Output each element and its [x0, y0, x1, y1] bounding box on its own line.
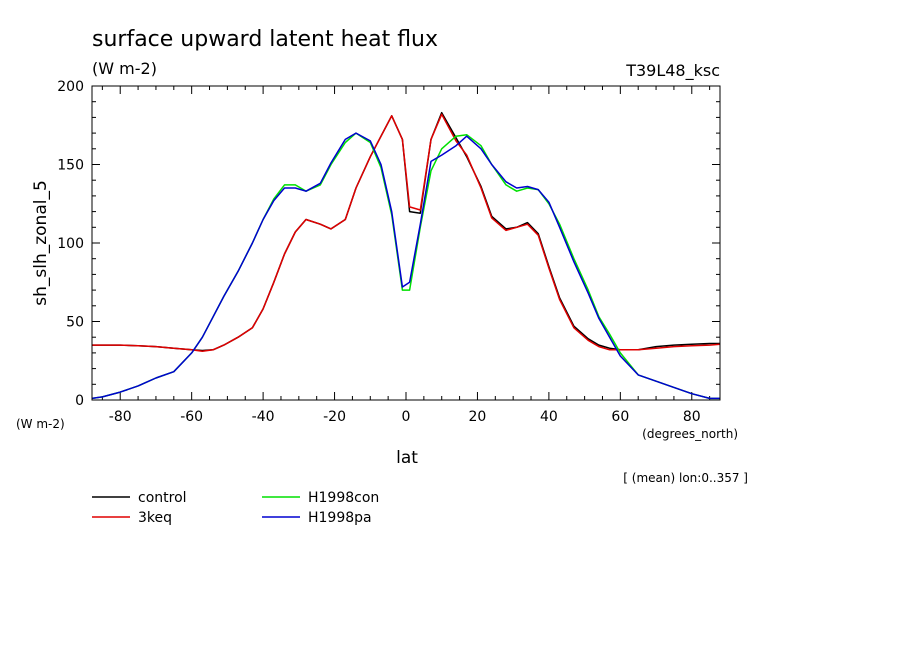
x-axis-units: (degrees_north)	[642, 427, 738, 441]
x-tick-label: 60	[611, 409, 629, 425]
y-axis-units: (W m-2)	[16, 417, 65, 431]
x-tick-label: -40	[252, 409, 275, 425]
legend: control 3keq H1998con H1998pa	[92, 490, 379, 526]
y-axis-label: sh_slh_zonal_5	[31, 180, 51, 306]
x-tick-label: 40	[540, 409, 558, 425]
series-line-control	[92, 111, 720, 352]
x-tick-label: -20	[323, 409, 346, 425]
experiment-label: T39L48_ksc	[625, 61, 720, 81]
x-axis-label: lat	[396, 448, 418, 468]
x-tick-label: -80	[109, 409, 132, 425]
y-tick-label: 0	[75, 393, 84, 409]
legend-label-h1998pa: H1998pa	[308, 510, 372, 526]
chart-units: (W m-2)	[92, 59, 157, 78]
series-lines	[91, 111, 721, 400]
y-tick-label: 200	[57, 79, 84, 95]
chart-title: surface upward latent heat flux	[92, 27, 438, 52]
x-tick-label: -60	[180, 409, 203, 425]
x-tick-label: 20	[469, 409, 487, 425]
plot-frame	[91, 85, 721, 401]
tick-labels: -80 -60 -40 -20 0 20 40 60 80 0 50 100 150 200	[57, 79, 700, 425]
y-tick-label: 150	[57, 158, 84, 174]
averaging-note: [ (mean) lon:0..357 ]	[623, 471, 748, 485]
legend-label-h1998con: H1998con	[308, 490, 379, 506]
y-tick-label: 50	[66, 315, 84, 331]
x-tick-label: 80	[683, 409, 701, 425]
series-line-3keq	[92, 113, 721, 353]
legend-label-3keq: 3keq	[138, 510, 172, 526]
axis-ticks	[92, 85, 720, 401]
series-line-h1998pa	[91, 132, 720, 400]
y-tick-label: 100	[57, 236, 84, 252]
legend-label-control: control	[138, 490, 187, 506]
x-tick-label: 0	[402, 409, 411, 425]
